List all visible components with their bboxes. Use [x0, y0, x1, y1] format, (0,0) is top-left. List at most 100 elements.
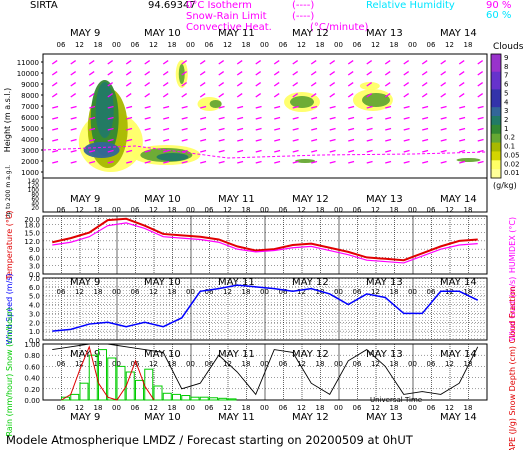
- wind-arrow: [385, 160, 392, 164]
- wind-arrow: [126, 138, 133, 142]
- mid2-hour-tick: 12: [297, 288, 306, 296]
- wind-arrow: [311, 149, 318, 153]
- top-hour-tick: 12: [371, 41, 380, 49]
- bottom-hour-tick: 12: [75, 404, 84, 412]
- mid3-hour-tick: 12: [371, 360, 380, 368]
- wind-arrow: [162, 82, 169, 87]
- wind-arrow: [181, 82, 188, 87]
- top-day-label: MAY 13: [366, 28, 403, 39]
- wind-arrow: [366, 127, 373, 131]
- wind-arrow: [310, 93, 317, 98]
- wind-arrow: [421, 82, 428, 87]
- wind-arrow: [89, 160, 96, 164]
- cloud-ytick: 3000: [21, 147, 39, 155]
- wind-arrow: [403, 105, 410, 109]
- cloud-ytick: 5000: [21, 125, 39, 133]
- wind-arrow: [70, 138, 77, 142]
- wind-arrow: [310, 71, 317, 76]
- mid2-hour-tick: 12: [223, 288, 232, 296]
- wind-arrow: [421, 93, 428, 98]
- bottom-hour-tick: 12: [223, 404, 232, 412]
- wind-arrow: [311, 127, 318, 131]
- rain-ytick: 1.00: [24, 341, 40, 349]
- wind-arrow: [70, 105, 77, 109]
- wind-arrow: [144, 105, 151, 109]
- mid2-hour-tick: 00: [186, 288, 195, 296]
- colorbar-cell: [491, 142, 501, 152]
- cloud-blob: [83, 142, 120, 158]
- wind-arrow: [70, 60, 77, 65]
- bottom-day-label: MAY 10: [144, 412, 181, 423]
- rain-bar: [98, 349, 108, 401]
- rain-ytick: 0.40: [24, 375, 40, 383]
- mid2-day-label: MAY 10: [144, 277, 181, 288]
- colorbar-cell: [491, 151, 501, 161]
- mid1-day-label: MAY 9: [70, 194, 100, 205]
- wind-arrow: [385, 138, 392, 142]
- wind-arrow: [292, 160, 299, 164]
- surf-ytick: 140: [28, 178, 40, 185]
- wind-arrow: [181, 60, 188, 65]
- wind-arrow: [163, 160, 170, 164]
- wind-ylabel-right: Wind Gust (m/s): [508, 277, 517, 342]
- mid1-hour-tick: 18: [94, 206, 103, 214]
- wind-arrow: [107, 138, 114, 142]
- rain-bar: [172, 393, 182, 401]
- temp-ylabel-right: HUMIDEX (°C): [508, 217, 517, 273]
- mid2-day-label: MAY 14: [440, 277, 477, 288]
- top-hour-tick: 06: [279, 41, 288, 49]
- mid1-hour-tick: 18: [168, 206, 177, 214]
- colorbar-cell: [491, 54, 501, 64]
- wind-arrow: [348, 105, 355, 109]
- temp-ytick: 18.0: [24, 221, 40, 229]
- mid2-hour-tick: 18: [464, 288, 473, 296]
- wind-arrow: [237, 149, 244, 153]
- wind-arrow: [403, 138, 410, 142]
- wind-arrow: [329, 105, 336, 109]
- wind-arrow: [292, 149, 299, 153]
- cloud-ytick: 10000: [17, 70, 39, 78]
- wind-arrow: [292, 127, 299, 131]
- wind-arrow: [51, 71, 58, 76]
- wind-arrow: [89, 116, 96, 120]
- surf-ytick: 20: [31, 205, 39, 212]
- bottom-hour-tick: 06: [427, 404, 436, 412]
- wind-arrow: [477, 60, 484, 65]
- isotherm-label: 0°C Isotherm: [186, 0, 252, 11]
- wind-arrow: [459, 149, 466, 153]
- wind-arrow: [200, 105, 207, 109]
- wind-arrow: [458, 60, 465, 65]
- cloud-ytick: 8000: [21, 92, 39, 100]
- wind-arrow: [125, 71, 132, 76]
- wind-arrow: [274, 105, 281, 109]
- rain-bar: [190, 396, 200, 401]
- wind-arrow: [144, 71, 151, 76]
- mid3-day-label: MAY 10: [144, 349, 181, 360]
- wind-arrow: [52, 138, 59, 142]
- mid1-hour-tick: 00: [334, 206, 343, 214]
- bottom-hour-tick: 00: [334, 404, 343, 412]
- wind-arrow: [107, 60, 114, 65]
- wind-arrow: [384, 71, 391, 76]
- mid3-hour-tick: 18: [390, 360, 399, 368]
- wind-arrow: [403, 127, 410, 131]
- wind-arrow: [89, 127, 96, 131]
- wind-series-0: [52, 284, 479, 332]
- wind-arrow: [273, 71, 280, 76]
- wind-arrow: [88, 71, 95, 76]
- bottom-hour-tick: 12: [297, 404, 306, 412]
- wind-arrow: [422, 116, 429, 120]
- wind-arrow: [440, 127, 447, 131]
- bottom-hour-tick: 18: [242, 404, 251, 412]
- wind-arrow: [347, 93, 354, 98]
- top-hour-tick: 00: [186, 41, 195, 49]
- wind-arrow: [311, 105, 318, 109]
- rain-bar: [227, 398, 237, 401]
- bottom-hour-tick: 12: [371, 404, 380, 412]
- wind-arrow: [440, 93, 447, 98]
- wind-arrow: [52, 127, 59, 131]
- wind-arrow: [459, 127, 466, 131]
- wind-arrow: [459, 160, 466, 164]
- wind-arrow: [385, 149, 392, 153]
- mid1-hour-tick: 00: [112, 206, 121, 214]
